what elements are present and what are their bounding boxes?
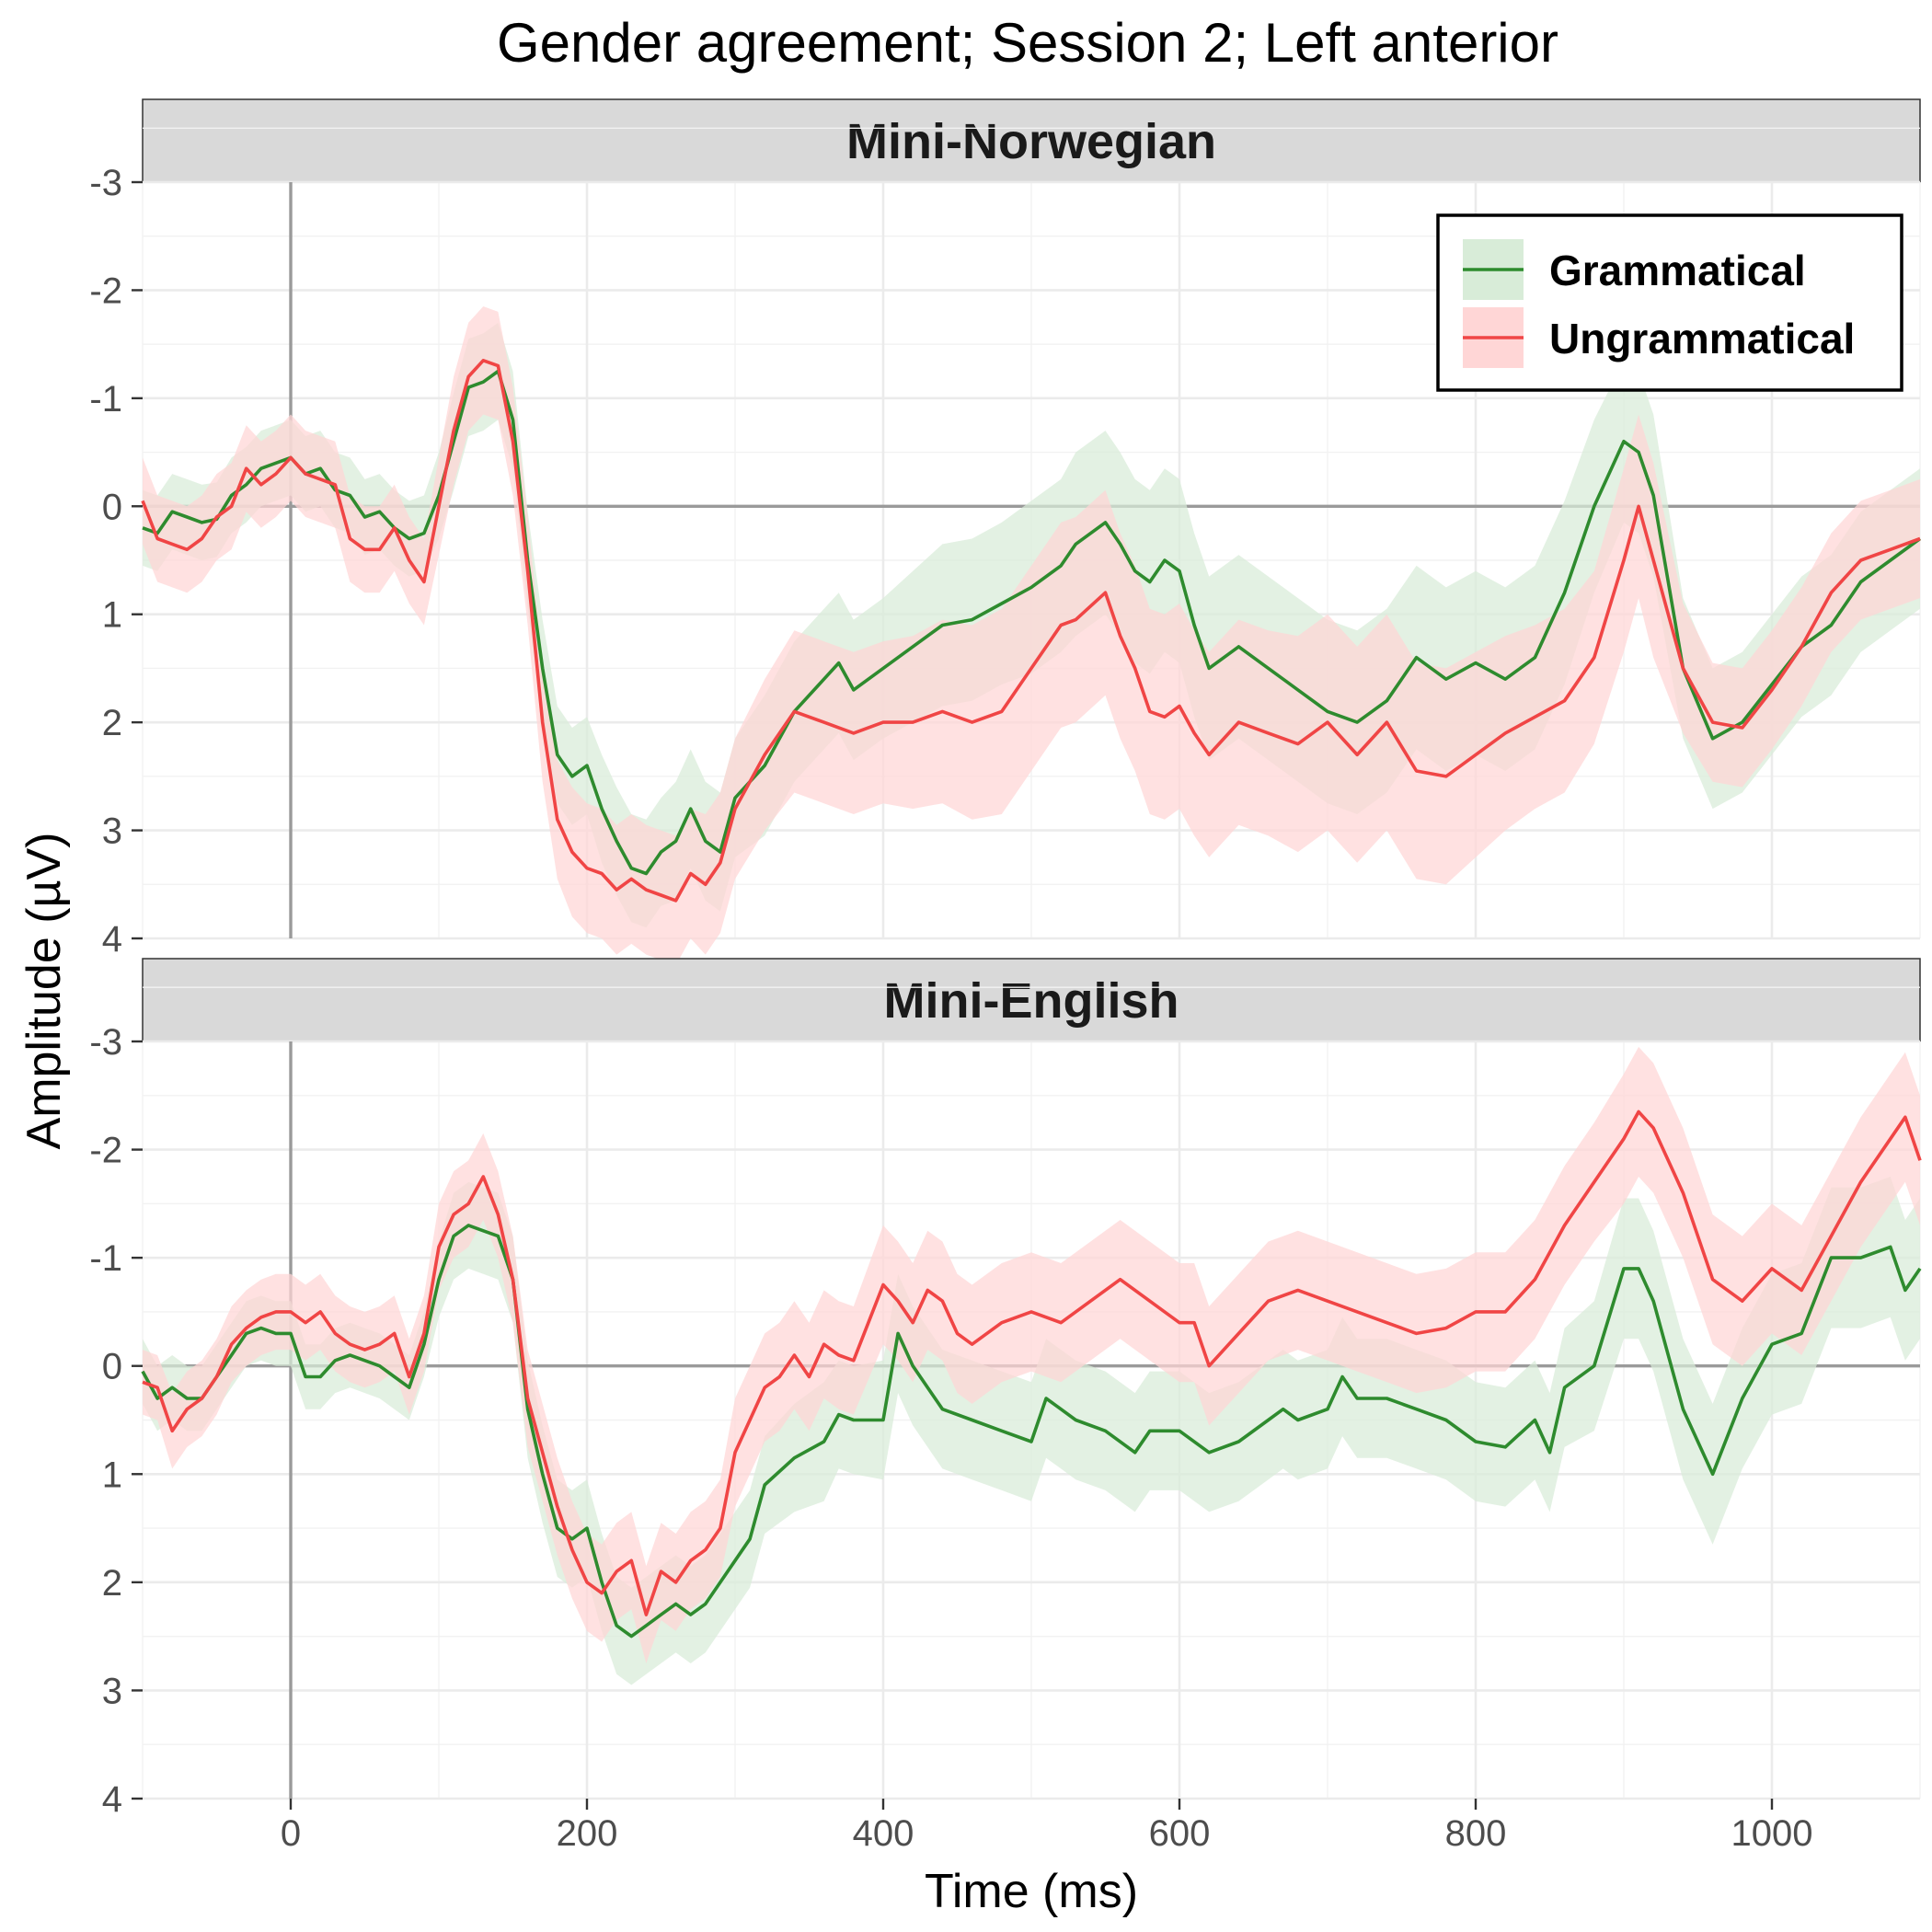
series-line-grammatical (142, 369, 1922, 876)
y-tick-label: 0 (102, 487, 122, 527)
y-tick-label: 4 (102, 919, 122, 960)
y-tick-label: 2 (102, 703, 122, 743)
y-axis-title: Amplitude (µV) (17, 833, 71, 1150)
x-tick-label: 0 (281, 1813, 301, 1854)
chart-title: Gender agreement; Session 2; Left anteri… (497, 12, 1558, 74)
y-tick-label: 4 (102, 1779, 122, 1820)
y-tick-label: 0 (102, 1347, 122, 1387)
series-line-ungrammatical (141, 358, 1921, 903)
x-tick-label: 400 (853, 1813, 914, 1854)
x-tick-label: 800 (1445, 1813, 1507, 1854)
legend-label-ungrammatical: Ungrammatical (1549, 315, 1855, 362)
ribbon-ungrammatical (143, 306, 1920, 966)
legend-label-grammatical: Grammatical (1549, 247, 1806, 294)
x-tick-label: 600 (1149, 1813, 1211, 1854)
y-tick-label: -1 (89, 379, 122, 420)
ribbon-ungrammatical (143, 1046, 1920, 1663)
panel-label-mini-norwegian: Mini-Norwegian (846, 114, 1216, 169)
y-tick-label: -3 (89, 1022, 122, 1063)
x-tick-label: 200 (557, 1813, 618, 1854)
y-tick-label: 3 (102, 1671, 122, 1711)
x-tick-label: 1000 (1731, 1813, 1813, 1854)
y-tick-label: 3 (102, 811, 122, 852)
panel-mini-english: Mini-English -3 -2 -1 0 1 2 3 4 (89, 958, 1922, 1820)
y-tick-label: -2 (89, 1131, 122, 1171)
panel-plot-mini-english: -3 -2 -1 0 1 2 3 4 (89, 986, 1922, 1820)
y-tick-label: 1 (102, 595, 122, 636)
legend: Grammatical Ungrammatical (1436, 213, 1903, 392)
y-tick-label: -1 (89, 1238, 122, 1279)
panel-label-mini-english: Mini-English (884, 973, 1179, 1029)
y-tick-label: -2 (89, 270, 122, 311)
y-tick-label: 2 (102, 1563, 122, 1604)
series-line-grammatical (141, 1224, 1922, 1639)
series-line-ungrammatical (142, 1110, 1922, 1616)
panel-strip-mini-english (142, 958, 1921, 1042)
panel-strip-mini-norwegian (142, 98, 1921, 183)
x-axis-tick-labels: 0 200 400 600 800 1000 (281, 1799, 1813, 1854)
y-tick-label: -3 (89, 163, 122, 203)
y-tick-label: 1 (102, 1455, 122, 1495)
x-axis-title: Time (ms) (925, 1865, 1138, 1918)
